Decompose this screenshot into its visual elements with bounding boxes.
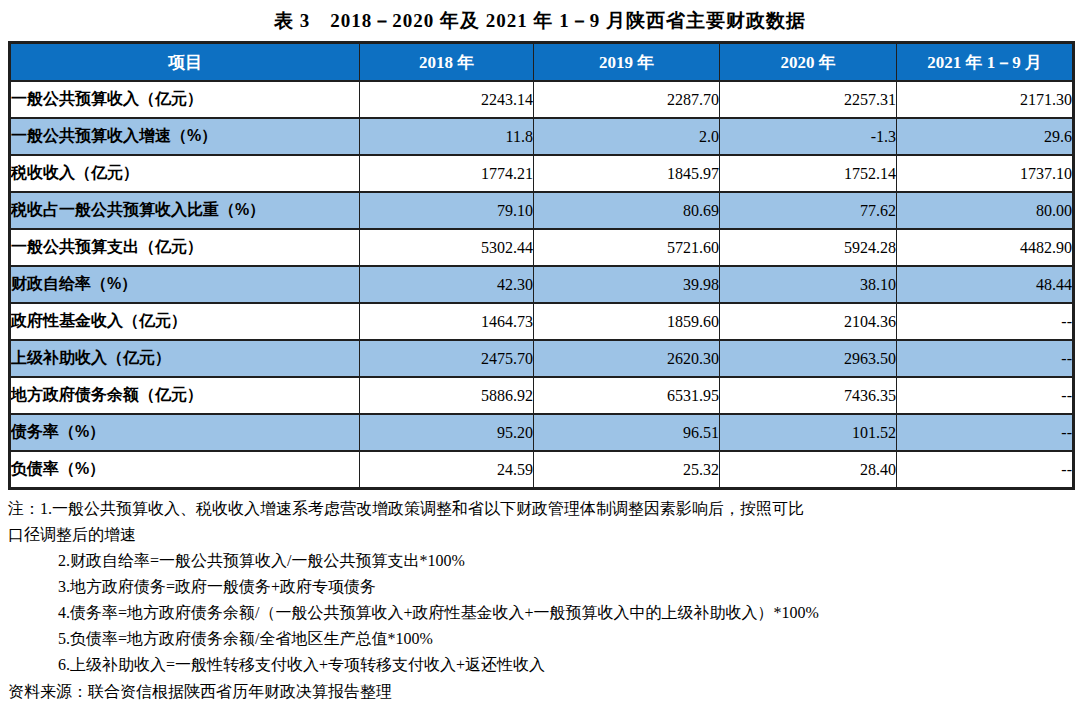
row-label: 政府性基金收入（亿元） (10, 303, 360, 340)
table-row: 债务率（%）95.2096.51101.52-- (10, 414, 1074, 451)
column-header-2021: 2021 年 1－9 月 (897, 43, 1074, 82)
table-row: 一般公共预算收入增速（%）11.82.0-1.329.6 (10, 118, 1074, 155)
cell-value: -- (897, 414, 1074, 451)
cell-value: 2243.14 (360, 81, 534, 118)
table-header: 项目 2018 年 2019 年 2020 年 2021 年 1－9 月 (10, 43, 1074, 82)
cell-value: -- (897, 303, 1074, 340)
cell-value: 2620.30 (534, 340, 720, 377)
note-line: 3.地方政府债务=政府一般债务+政府专项债务 (8, 574, 1072, 600)
column-header-2018: 2018 年 (360, 43, 534, 82)
notes-block: 注：1.一般公共预算收入、税收收入增速系考虑营改增政策调整和省以下财政管理体制调… (8, 496, 1072, 678)
cell-value: 28.40 (720, 451, 897, 489)
cell-value: 101.52 (720, 414, 897, 451)
cell-value: 29.6 (897, 118, 1074, 155)
cell-value: 24.59 (360, 451, 534, 489)
cell-value: 11.8 (360, 118, 534, 155)
table-row: 财政自给率（%）42.3039.9838.1048.44 (10, 266, 1074, 303)
cell-value: 1737.10 (897, 155, 1074, 192)
cell-value: -- (897, 451, 1074, 489)
note-line: 4.债务率=地方政府债务余额/（一般公共预算收入+政府性基金收入+一般预算收入中… (8, 600, 1072, 626)
cell-value: 39.98 (534, 266, 720, 303)
cell-value: 5924.28 (720, 229, 897, 266)
cell-value: 5302.44 (360, 229, 534, 266)
note-line: 口径调整后的增速 (8, 522, 1072, 548)
row-label: 税收占一般公共预算收入比重（%） (10, 192, 360, 229)
cell-value: 25.32 (534, 451, 720, 489)
row-label: 地方政府债务余额（亿元） (10, 377, 360, 414)
cell-value: 7436.35 (720, 377, 897, 414)
cell-value: 2.0 (534, 118, 720, 155)
table-row: 税收占一般公共预算收入比重（%）79.1080.6977.6280.00 (10, 192, 1074, 229)
note-line: 5.负债率=地方政府债务余额/全省地区生产总值*100% (8, 626, 1072, 652)
row-label: 债务率（%） (10, 414, 360, 451)
cell-value: 1845.97 (534, 155, 720, 192)
column-header-2020: 2020 年 (720, 43, 897, 82)
column-header-item: 项目 (10, 43, 360, 82)
note-line: 2.财政自给率=一般公共预算收入/一般公共预算支出*100% (8, 548, 1072, 574)
cell-value: 2171.30 (897, 81, 1074, 118)
table-row: 一般公共预算收入（亿元）2243.142287.702257.312171.30 (10, 81, 1074, 118)
cell-value: 42.30 (360, 266, 534, 303)
cell-value: 5886.92 (360, 377, 534, 414)
cell-value: 2475.70 (360, 340, 534, 377)
page-title: 表 3 2018－2020 年及 2021 年 1－9 月陕西省主要财政数据 (0, 0, 1080, 34)
row-label: 上级补助收入（亿元） (10, 340, 360, 377)
cell-value: -1.3 (720, 118, 897, 155)
cell-value: 6531.95 (534, 377, 720, 414)
header-row: 项目 2018 年 2019 年 2020 年 2021 年 1－9 月 (10, 43, 1074, 82)
cell-value: 80.69 (534, 192, 720, 229)
cell-value: 77.62 (720, 192, 897, 229)
cell-value: 4482.90 (897, 229, 1074, 266)
table-row: 税收收入（亿元）1774.211845.971752.141737.10 (10, 155, 1074, 192)
cell-value: 1859.60 (534, 303, 720, 340)
cell-value: 95.20 (360, 414, 534, 451)
table-row: 负债率（%）24.5925.3228.40-- (10, 451, 1074, 489)
cell-value: 80.00 (897, 192, 1074, 229)
row-label: 一般公共预算收入增速（%） (10, 118, 360, 155)
row-label: 财政自给率（%） (10, 266, 360, 303)
cell-value: 1752.14 (720, 155, 897, 192)
cell-value: -- (897, 340, 1074, 377)
cell-value: 79.10 (360, 192, 534, 229)
row-label: 税收收入（亿元） (10, 155, 360, 192)
cell-value: 1774.21 (360, 155, 534, 192)
cell-value: 2104.36 (720, 303, 897, 340)
source-line: 资料来源：联合资信根据陕西省历年财政决算报告整理 (8, 678, 1080, 705)
cell-value: 2963.50 (720, 340, 897, 377)
row-label: 负债率（%） (10, 451, 360, 489)
cell-value: 48.44 (897, 266, 1074, 303)
cell-value: 96.51 (534, 414, 720, 451)
row-label: 一般公共预算支出（亿元） (10, 229, 360, 266)
cell-value: 2257.31 (720, 81, 897, 118)
table-body: 一般公共预算收入（亿元）2243.142287.702257.312171.30… (10, 81, 1074, 489)
column-header-2019: 2019 年 (534, 43, 720, 82)
table-row: 一般公共预算支出（亿元）5302.445721.605924.284482.90 (10, 229, 1074, 266)
table-row: 地方政府债务余额（亿元）5886.926531.957436.35-- (10, 377, 1074, 414)
table-row: 上级补助收入（亿元）2475.702620.302963.50-- (10, 340, 1074, 377)
cell-value: 1464.73 (360, 303, 534, 340)
cell-value: 2287.70 (534, 81, 720, 118)
cell-value: 38.10 (720, 266, 897, 303)
fiscal-data-table: 项目 2018 年 2019 年 2020 年 2021 年 1－9 月 一般公… (8, 41, 1075, 490)
cell-value: -- (897, 377, 1074, 414)
row-label: 一般公共预算收入（亿元） (10, 81, 360, 118)
cell-value: 5721.60 (534, 229, 720, 266)
note-line: 注：1.一般公共预算收入、税收收入增速系考虑营改增政策调整和省以下财政管理体制调… (8, 496, 1072, 522)
note-line: 6.上级补助收入=一般性转移支付收入+专项转移支付收入+返还性收入 (8, 652, 1072, 678)
table-row: 政府性基金收入（亿元）1464.731859.602104.36-- (10, 303, 1074, 340)
